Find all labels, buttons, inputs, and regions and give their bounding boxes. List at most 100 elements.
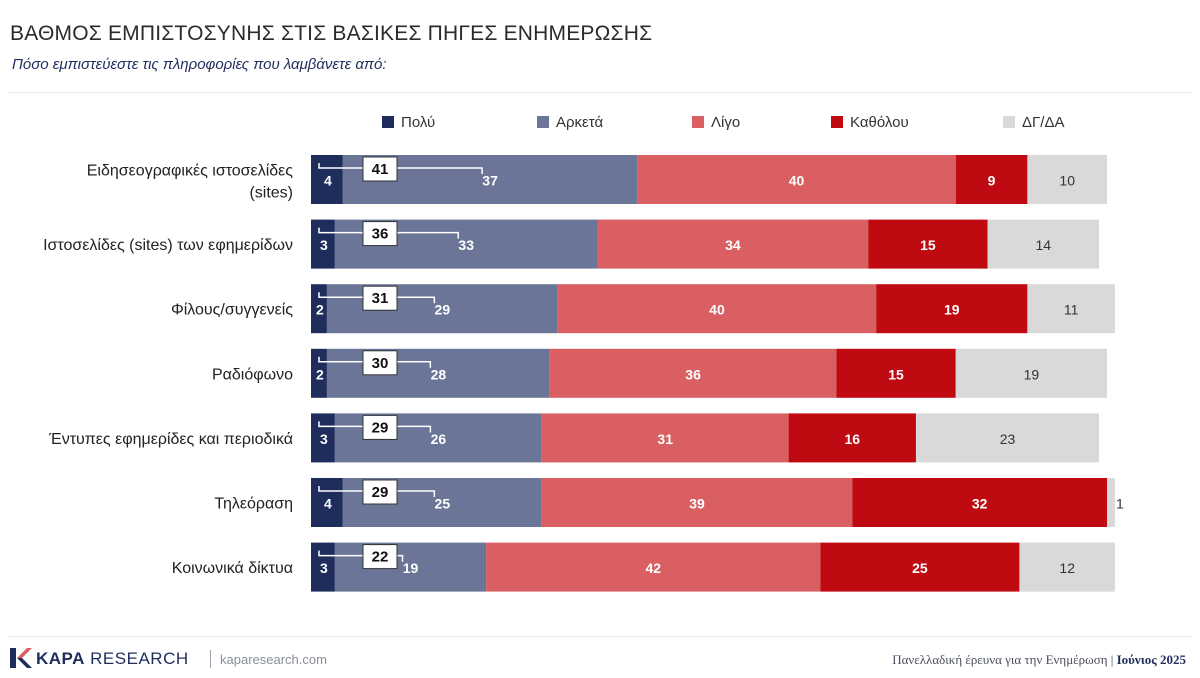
legend-label-katholou: Καθόλου (850, 114, 909, 131)
bar-segment-katholou (788, 413, 916, 463)
legend-swatch-dg (1003, 116, 1015, 128)
survey-separator: | (1110, 652, 1114, 667)
total-box (362, 479, 398, 505)
total-box (362, 221, 398, 247)
category-label: Ραδιόφωνο (212, 366, 293, 383)
top-divider (8, 92, 1192, 93)
bar-value-arketa: 29 (435, 302, 451, 318)
bar-value-dg: 14 (1036, 237, 1052, 253)
bottom-divider (8, 636, 1192, 637)
total-box (362, 156, 398, 182)
bar-value-arketa: 19 (403, 560, 419, 576)
bar-segment-katholou (820, 542, 1020, 592)
bar-value-dg: 12 (1059, 560, 1075, 576)
bar-segment-katholou (876, 284, 1028, 334)
bar-segment-ligo (486, 542, 821, 592)
bar-segment-ligo (557, 284, 877, 334)
bar-segment-katholou (852, 478, 1107, 527)
survey-note: Πανελλαδική έρευνα για την Ενημέρωση | Ι… (892, 652, 1186, 668)
bar-value-arketa: 28 (431, 366, 447, 382)
bar-value-arketa: 33 (458, 237, 474, 253)
survey-name: Πανελλαδική έρευνα για την Ενημέρωση (892, 652, 1108, 667)
total-box (362, 350, 398, 376)
legend-label-arketa: Αρκετά (556, 114, 603, 131)
bar-segment-ligo (549, 348, 837, 398)
bar-value-polu: 3 (320, 237, 328, 253)
bar-segment-polu (311, 155, 343, 204)
bar-value-katholou: 9 (988, 173, 996, 189)
total-value: 29 (372, 419, 389, 436)
bar-segment-dg (1027, 284, 1115, 334)
bar-value-polu: 2 (316, 302, 324, 318)
bar-segment-dg (987, 219, 1100, 269)
legend-swatch-ligo (692, 116, 704, 128)
category-label: Ειδησεογραφικές ιστοσελίδες (sites) (87, 163, 294, 202)
bar-segment-polu (311, 478, 343, 527)
bar-value-katholou: 19 (944, 302, 960, 318)
bar-value-ligo: 40 (789, 173, 805, 189)
bar-value-dg: 11 (1064, 302, 1079, 318)
total-value: 41 (372, 161, 389, 178)
bar-value-arketa: 26 (431, 431, 447, 447)
category-label: Ιστοσελίδες (sites) των εφημερίδων (43, 237, 293, 254)
legend-label-dg: ΔΓ/ΔΑ (1022, 114, 1064, 131)
bar-value-ligo: 34 (725, 237, 741, 253)
bar-value-katholou: 16 (844, 431, 860, 447)
category-label: Τηλεόραση (214, 496, 293, 513)
bar-segment-ligo (637, 155, 956, 204)
legend-swatch-katholou (831, 116, 843, 128)
category-label: Κοινωνικά δίκτυα (172, 560, 293, 577)
stacked-bar-chart: Πολύ Αρκετά Λίγο Καθόλου ΔΓ/ΔΑ Ειδησεογραφικέ… (43, 114, 1124, 592)
bar-segment-arketa (334, 542, 487, 592)
bar-value-dg: 23 (1000, 431, 1016, 447)
survey-date: Ιούνιος 2025 (1116, 652, 1186, 667)
chart-title: ΒΑΘΜΟΣ ΕΜΠΙΣΤΟΣΥΝΗΣ ΣΤΙΣ ΒΑΣΙΚΕΣ ΠΗΓΕΣ Ε… (10, 22, 653, 45)
bar-value-ligo: 40 (709, 302, 725, 318)
bar-segment-polu (311, 542, 335, 592)
brand-bold: KAPA (36, 649, 85, 668)
brand-name: KAPA RESEARCH (36, 649, 189, 669)
category-label: Έντυπες εφημερίδες και περιοδικά (48, 431, 293, 448)
bar-value-dg: 19 (1024, 366, 1040, 382)
legend-swatch-arketa (537, 116, 549, 128)
total-value: 31 (372, 290, 389, 307)
bar-value-polu: 3 (320, 560, 328, 576)
footer-separator (210, 650, 211, 668)
site-link[interactable]: kaparesearch.com (220, 652, 327, 667)
bar-value-polu: 4 (324, 173, 332, 189)
bar-value-arketa: 25 (435, 496, 451, 512)
bar-value-polu: 3 (320, 431, 328, 447)
bar-segment-dg (915, 413, 1100, 463)
total-value: 30 (372, 355, 389, 372)
bar-value-dg: 10 (1059, 173, 1075, 189)
bar-value-katholou: 15 (920, 237, 936, 253)
chart-subtitle: Πόσο εμπιστεύεστε τις πληροφορίες που λα… (12, 56, 387, 73)
total-bracket (318, 163, 483, 174)
bar-value-dg: 1 (1116, 496, 1124, 512)
bar-segment-ligo (541, 413, 789, 463)
total-box (362, 285, 398, 311)
bar-segment-dg (1019, 542, 1115, 592)
bar-segment-katholou (955, 155, 1028, 204)
total-value: 29 (372, 484, 389, 501)
total-bracket (318, 550, 404, 562)
legend-label-polu: Πολύ (401, 114, 435, 131)
kapa-logo-icon (10, 648, 32, 668)
bar-segment-dg (1027, 155, 1107, 204)
bar-segment-dg (1107, 478, 1115, 527)
bar-segment-katholou (868, 219, 988, 269)
total-value: 22 (372, 549, 389, 566)
bar-value-katholou: 32 (972, 496, 988, 512)
bar-segment-ligo (541, 478, 853, 527)
bar-value-ligo: 39 (689, 496, 705, 512)
bar-segment-ligo (597, 219, 869, 269)
bar-value-polu: 4 (324, 496, 332, 512)
bar-value-ligo: 36 (685, 366, 701, 382)
total-box (362, 544, 398, 570)
total-value: 36 (372, 226, 389, 243)
total-box (362, 414, 398, 440)
bar-value-katholou: 15 (888, 366, 904, 382)
category-label: Φίλους/συγγενείς (171, 302, 293, 319)
footer: KAPA RESEARCH kaparesearch.com Πανελλαδι… (10, 646, 1190, 672)
legend-label-ligo: Λίγο (711, 114, 740, 131)
